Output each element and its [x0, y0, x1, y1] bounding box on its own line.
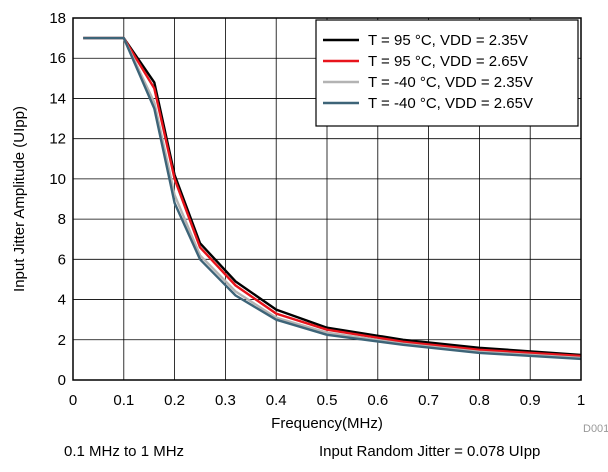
y-tick-label: 2: [58, 332, 66, 349]
legend-entry-4: T = -40 °C, VDD = 2.65V: [368, 95, 533, 112]
series-lines: [83, 36, 582, 361]
y-tick-label: 18: [49, 10, 66, 27]
legend-box: [315, 19, 579, 127]
legend-entry-3: T = -40 °C, VDD = 2.35V: [368, 74, 533, 91]
x-tick-label: 0.7: [418, 392, 439, 409]
plot-frame: [72, 17, 582, 381]
y-tick-labels: 0 2 4 6 8 10 12 14 16 18: [49, 10, 66, 389]
x-tick-label: 0.8: [469, 392, 490, 409]
legend-entry-1: T = 95 °C, VDD = 2.35V: [368, 32, 528, 49]
series-line-1: [83, 36, 582, 357]
series-line-2: [83, 36, 582, 358]
x-tick-label: 0.5: [317, 392, 338, 409]
legend: T = 95 °C, VDD = 2.35V T = 95 °C, VDD = 2…: [315, 19, 579, 127]
x-tick-label: 0.2: [164, 392, 185, 409]
y-axis-label: Input Jitter Amplitude (UIpp): [11, 106, 28, 292]
x-tick-label: 1: [577, 392, 585, 409]
x-axis-label: Frequency(MHz): [271, 415, 383, 432]
legend-entry-2: T = 95 °C, VDD = 2.65V: [368, 53, 528, 70]
caption-frequency-range: 0.1 MHz to 1 MHz: [64, 443, 185, 460]
y-tick-label: 14: [49, 90, 66, 107]
figure-code: D001: [583, 423, 608, 435]
x-tick-label: 0.1: [113, 392, 134, 409]
y-tick-label: 0: [58, 372, 66, 389]
x-tick-label: 0: [69, 392, 77, 409]
jitter-chart: 0 0.1 0.2 0.3 0.4 0.5 0.6 0.7 0.8 0.9 1 0 2 4 6 8 10 12 1…: [11, 10, 608, 435]
x-tick-label: 0.4: [266, 392, 287, 409]
y-tick-label: 10: [49, 171, 66, 188]
x-tick-labels: 0 0.1 0.2 0.3 0.4 0.5 0.6 0.7 0.8 0.9 1: [69, 392, 585, 409]
x-tick-label: 0.6: [367, 392, 388, 409]
x-tick-label: 0.9: [520, 392, 541, 409]
y-tick-label: 8: [58, 211, 66, 228]
y-tick-label: 4: [58, 292, 66, 309]
caption-random-jitter: Input Random Jitter = 0.078 UIpp: [319, 443, 541, 460]
y-tick-label: 12: [49, 131, 66, 148]
series-line-4: [83, 36, 582, 361]
x-tick-label: 0.3: [215, 392, 236, 409]
y-tick-label: 16: [49, 50, 66, 67]
y-tick-label: 6: [58, 251, 66, 268]
